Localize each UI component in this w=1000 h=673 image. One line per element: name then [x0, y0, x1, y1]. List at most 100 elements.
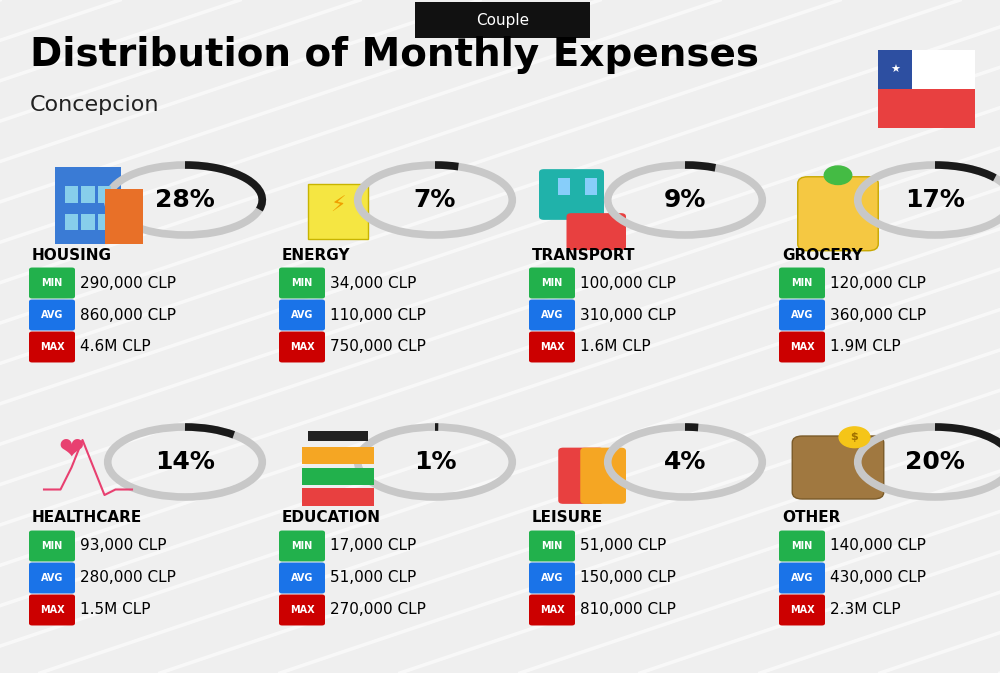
Text: 4.6M CLP: 4.6M CLP: [80, 339, 151, 355]
FancyBboxPatch shape: [279, 594, 325, 625]
Text: MIN: MIN: [291, 278, 313, 288]
FancyBboxPatch shape: [529, 299, 575, 330]
FancyBboxPatch shape: [779, 268, 825, 299]
Text: 17,000 CLP: 17,000 CLP: [330, 538, 416, 553]
Text: 430,000 CLP: 430,000 CLP: [830, 571, 926, 586]
Text: LEISURE: LEISURE: [532, 511, 603, 526]
Text: Couple: Couple: [476, 13, 529, 28]
FancyBboxPatch shape: [878, 50, 975, 128]
Text: MIN: MIN: [791, 541, 813, 551]
Text: AVG: AVG: [41, 310, 63, 320]
Text: 93,000 CLP: 93,000 CLP: [80, 538, 166, 553]
Text: MAX: MAX: [790, 605, 814, 615]
Text: MAX: MAX: [540, 605, 564, 615]
Text: 810,000 CLP: 810,000 CLP: [580, 602, 676, 618]
Text: Concepcion: Concepcion: [30, 95, 160, 115]
FancyBboxPatch shape: [580, 448, 626, 504]
Text: AVG: AVG: [291, 310, 313, 320]
Text: $: $: [851, 432, 858, 442]
Text: 140,000 CLP: 140,000 CLP: [830, 538, 926, 553]
FancyBboxPatch shape: [65, 186, 78, 203]
FancyBboxPatch shape: [779, 563, 825, 594]
Text: 51,000 CLP: 51,000 CLP: [580, 538, 666, 553]
Text: MIN: MIN: [41, 278, 63, 288]
FancyBboxPatch shape: [279, 563, 325, 594]
FancyBboxPatch shape: [558, 178, 570, 194]
FancyBboxPatch shape: [878, 89, 975, 128]
Text: 290,000 CLP: 290,000 CLP: [80, 275, 176, 291]
Text: 14%: 14%: [155, 450, 215, 474]
Text: 1.5M CLP: 1.5M CLP: [80, 602, 150, 618]
Text: 4%: 4%: [664, 450, 706, 474]
FancyBboxPatch shape: [779, 332, 825, 363]
Text: MIN: MIN: [291, 541, 313, 551]
FancyBboxPatch shape: [279, 332, 325, 363]
Text: MAX: MAX: [290, 605, 314, 615]
FancyBboxPatch shape: [529, 563, 575, 594]
Text: 270,000 CLP: 270,000 CLP: [330, 602, 426, 618]
FancyBboxPatch shape: [65, 214, 78, 230]
FancyBboxPatch shape: [279, 268, 325, 299]
Text: AVG: AVG: [791, 573, 813, 583]
Text: 120,000 CLP: 120,000 CLP: [830, 275, 926, 291]
Text: MAX: MAX: [40, 605, 64, 615]
FancyBboxPatch shape: [308, 431, 368, 441]
FancyBboxPatch shape: [81, 214, 95, 230]
FancyBboxPatch shape: [529, 332, 575, 363]
Text: 9%: 9%: [664, 188, 706, 212]
Text: 150,000 CLP: 150,000 CLP: [580, 571, 676, 586]
Text: 1.9M CLP: 1.9M CLP: [830, 339, 901, 355]
FancyBboxPatch shape: [878, 50, 912, 89]
Text: 1%: 1%: [414, 450, 456, 474]
FancyBboxPatch shape: [779, 530, 825, 561]
Text: GROCERY: GROCERY: [782, 248, 863, 262]
Text: HEALTHCARE: HEALTHCARE: [32, 511, 142, 526]
FancyBboxPatch shape: [302, 468, 374, 485]
FancyBboxPatch shape: [415, 2, 590, 38]
Text: 1.6M CLP: 1.6M CLP: [580, 339, 651, 355]
Text: 20%: 20%: [905, 450, 965, 474]
Text: MAX: MAX: [790, 342, 814, 352]
Text: MIN: MIN: [541, 278, 563, 288]
Text: 860,000 CLP: 860,000 CLP: [80, 308, 176, 322]
FancyBboxPatch shape: [529, 530, 575, 561]
Text: ❤: ❤: [59, 437, 84, 466]
Text: MIN: MIN: [791, 278, 813, 288]
Text: 17%: 17%: [905, 188, 965, 212]
Text: 34,000 CLP: 34,000 CLP: [330, 275, 416, 291]
FancyBboxPatch shape: [29, 530, 75, 561]
FancyBboxPatch shape: [302, 489, 374, 506]
FancyBboxPatch shape: [104, 189, 143, 244]
Text: MIN: MIN: [541, 541, 563, 551]
FancyBboxPatch shape: [779, 594, 825, 625]
FancyBboxPatch shape: [529, 594, 575, 625]
FancyBboxPatch shape: [55, 167, 121, 244]
FancyBboxPatch shape: [279, 530, 325, 561]
Text: ★: ★: [890, 65, 900, 75]
Text: HOUSING: HOUSING: [32, 248, 112, 262]
Text: TRANSPORT: TRANSPORT: [532, 248, 636, 262]
FancyBboxPatch shape: [792, 436, 884, 499]
FancyBboxPatch shape: [302, 447, 374, 464]
FancyBboxPatch shape: [29, 594, 75, 625]
Text: ⚡: ⚡: [330, 195, 346, 215]
Text: MAX: MAX: [290, 342, 314, 352]
Text: 7%: 7%: [414, 188, 456, 212]
FancyBboxPatch shape: [98, 214, 111, 230]
Text: 750,000 CLP: 750,000 CLP: [330, 339, 426, 355]
Text: 2.3M CLP: 2.3M CLP: [830, 602, 901, 618]
Text: AVG: AVG: [41, 573, 63, 583]
Text: MAX: MAX: [540, 342, 564, 352]
FancyBboxPatch shape: [29, 563, 75, 594]
Text: 28%: 28%: [155, 188, 215, 212]
FancyBboxPatch shape: [558, 448, 604, 504]
FancyBboxPatch shape: [529, 268, 575, 299]
Text: 110,000 CLP: 110,000 CLP: [330, 308, 426, 322]
FancyBboxPatch shape: [29, 268, 75, 299]
Circle shape: [824, 166, 852, 184]
FancyBboxPatch shape: [279, 299, 325, 330]
FancyBboxPatch shape: [29, 299, 75, 330]
FancyBboxPatch shape: [779, 299, 825, 330]
Text: OTHER: OTHER: [782, 511, 840, 526]
FancyBboxPatch shape: [798, 177, 878, 251]
